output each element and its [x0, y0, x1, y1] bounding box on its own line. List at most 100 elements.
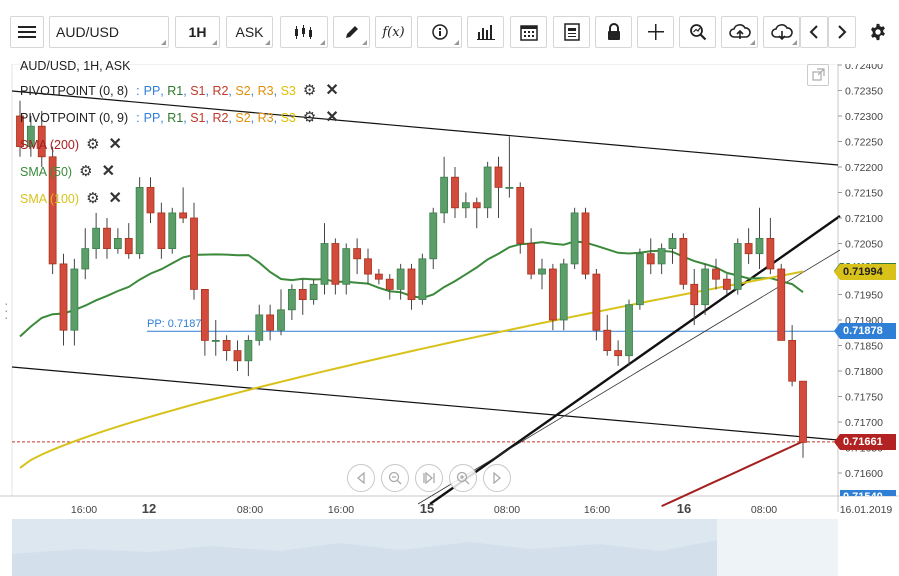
y-tick-label: 0.72200 [845, 162, 883, 174]
indicator-settings-icon[interactable]: ⚙ [86, 190, 100, 207]
indicator-remove-icon[interactable]: ✕ [108, 136, 122, 153]
candle-body [538, 268, 546, 275]
scroll-right-button[interactable] [828, 16, 856, 48]
cloud-upload-button[interactable] [721, 16, 758, 48]
symbol-input[interactable]: AUD/USD [49, 16, 169, 48]
indicator-settings-icon[interactable]: ⚙ [79, 163, 93, 180]
symbol-value: AUD/USD [56, 24, 120, 40]
indicator-settings-icon[interactable]: ⚙ [302, 109, 317, 126]
candle-body [59, 263, 68, 331]
scroll-left-button[interactable] [800, 16, 828, 48]
zoom-button[interactable] [679, 16, 716, 48]
candle-body [777, 268, 786, 341]
nav-back-button[interactable] [347, 464, 375, 492]
menu-button[interactable] [10, 16, 44, 48]
info-button[interactable] [417, 16, 462, 48]
candle-body [581, 212, 590, 275]
candle-body [799, 380, 807, 443]
indicator-legend-row[interactable]: PIVOTPOINT (0, 8): PP, R1, S1, R2, S2, R3… [20, 82, 339, 99]
expand-button[interactable] [807, 64, 829, 86]
pencil-icon [345, 26, 358, 38]
candle-body [331, 243, 340, 285]
chevron-right-icon [838, 25, 847, 39]
lock-button[interactable] [595, 16, 632, 48]
indicator-legend-row[interactable]: SMA (100) ⚙ ✕ [20, 190, 122, 207]
trendline-lower [11, 366, 839, 441]
candle-body [483, 166, 492, 209]
candle-body [353, 248, 362, 260]
candle-body [309, 283, 318, 301]
report-button[interactable] [553, 16, 590, 48]
x-tick-label: 16:00 [71, 504, 97, 516]
price-side-select[interactable]: ASK [226, 16, 273, 48]
timeframe-select[interactable]: 1H [175, 16, 220, 48]
triangle-right-icon [493, 472, 502, 484]
pivot-param-label: R2 [212, 111, 229, 125]
candle-body [179, 212, 188, 219]
x-tick-label: 08:00 [237, 504, 263, 516]
candle-body [407, 268, 416, 301]
nav-forward-button[interactable] [483, 464, 511, 492]
chart-area[interactable]: 0.72400 0.72350 0.72300 0.72250 0.72200 0.721… [0, 59, 899, 576]
indicator-remove-icon[interactable]: ✕ [108, 190, 122, 207]
indicator-remove-icon[interactable]: ✕ [101, 163, 115, 180]
indicator-name: PIVOTPOINT (0, 8) [20, 84, 129, 98]
zoom-out-button[interactable] [381, 464, 409, 492]
candle-body [320, 243, 329, 285]
y-tick-label: 0.71750 [845, 392, 883, 404]
indicator-settings-icon[interactable]: ⚙ [302, 82, 317, 99]
chart-type-button[interactable] [280, 16, 328, 48]
y-tick-label: 0.71700 [845, 417, 883, 429]
x-tick-label: 16:00 [584, 504, 610, 516]
pivot-param-label: S3 [280, 84, 296, 98]
cloud-download-button[interactable] [763, 16, 800, 48]
draw-tool-button[interactable] [333, 16, 370, 48]
candle-body [690, 283, 699, 306]
y-tick-label: 0.71600 [845, 468, 883, 480]
triangle-left-icon [356, 472, 365, 484]
pivot-param-label: S2 [235, 84, 251, 98]
indicators-button[interactable]: f(x) [375, 16, 412, 48]
indicator-settings-icon[interactable]: ⚙ [86, 136, 100, 153]
candle-body [157, 212, 166, 249]
candle-body [625, 304, 633, 357]
crosshair-button[interactable] [637, 16, 674, 48]
candle-body [505, 187, 514, 189]
y-tick-label: 0.72150 [845, 188, 883, 200]
candle-body [48, 156, 57, 265]
candle-body [527, 243, 536, 275]
candle-body [255, 314, 264, 341]
lock-icon [607, 23, 620, 40]
candle-body [396, 268, 405, 290]
zoom-in-button[interactable] [449, 464, 477, 492]
indicator-remove-icon[interactable]: ✕ [325, 109, 339, 126]
price-chart[interactable]: 0.72400 0.72350 0.72300 0.72250 0.72200 0.721… [0, 64, 899, 576]
indicator-legend-row[interactable]: PIVOTPOINT (0, 9): PP, R1, S1, R2, S2, R3… [20, 109, 339, 126]
zoom-out-icon [388, 471, 402, 485]
indicator-legend-row[interactable]: SMA (200) ⚙ ✕ [20, 136, 122, 153]
trendline-upper [11, 90, 839, 166]
legend-separator: : [136, 111, 140, 125]
panel-resize-handle[interactable]: · · · [4, 295, 9, 325]
price-side-value: ASK [235, 24, 264, 40]
volume-button[interactable] [467, 16, 504, 48]
candle-body [374, 273, 383, 280]
price-tag: 0.71994 [834, 264, 896, 281]
calendar-icon [519, 25, 538, 41]
legend-comma: , [273, 111, 281, 125]
indicator-remove-icon[interactable]: ✕ [325, 82, 339, 99]
candle-body [766, 237, 775, 270]
reset-view-button[interactable] [415, 464, 443, 492]
y-tick-label: 0.71800 [845, 366, 883, 378]
candle-body [418, 258, 427, 301]
indicator-legend-row[interactable]: SMA (50) ⚙ ✕ [20, 163, 115, 180]
pivot-param-label: R3 [257, 111, 274, 125]
info-icon [431, 24, 448, 40]
settings-button[interactable] [861, 16, 895, 48]
calendar-button[interactable] [510, 16, 547, 48]
pivot-param-label: R1 [167, 84, 184, 98]
candle-body [668, 237, 677, 249]
candle-body [222, 339, 231, 351]
zoom-in-icon [456, 471, 470, 485]
x-tick-label: 08:00 [751, 504, 777, 516]
